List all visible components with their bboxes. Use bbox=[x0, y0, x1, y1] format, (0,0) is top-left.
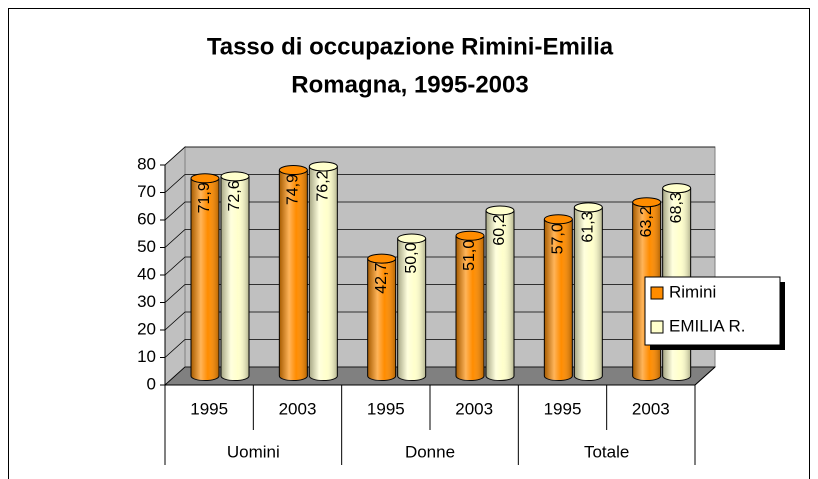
x-tick-label: 1995 bbox=[544, 399, 582, 418]
bar-top bbox=[190, 173, 220, 184]
bar-top bbox=[367, 253, 397, 264]
grid-line bbox=[164, 174, 715, 193]
bar-shading bbox=[279, 170, 308, 381]
x-tick-label: 2003 bbox=[455, 399, 493, 418]
x-tick-label: 1995 bbox=[190, 399, 228, 418]
x-tick-label: 1995 bbox=[367, 399, 405, 418]
value-label: 68,3 bbox=[668, 192, 685, 223]
value-label: 72,6 bbox=[226, 180, 243, 211]
bar-top bbox=[543, 214, 573, 225]
x-tick-label: 2003 bbox=[632, 399, 670, 418]
bar-top bbox=[632, 197, 662, 208]
bar-shading bbox=[367, 258, 396, 381]
bar-shading bbox=[456, 235, 484, 381]
bar-shading bbox=[309, 166, 338, 381]
y-tick-label: 50 bbox=[137, 237, 156, 256]
x-axis-depth bbox=[694, 366, 716, 386]
value-label: 51,0 bbox=[461, 240, 478, 271]
legend bbox=[644, 276, 781, 346]
value-label: 50,0 bbox=[403, 242, 420, 273]
legend-swatch bbox=[650, 320, 664, 334]
legend-swatch bbox=[650, 286, 664, 300]
group-label: Uomini bbox=[227, 442, 280, 461]
y-tick-label: 0 bbox=[147, 374, 156, 393]
bar-top bbox=[573, 202, 603, 213]
grid-line bbox=[164, 339, 715, 358]
y-tick-label: 70 bbox=[137, 182, 156, 201]
value-label: 42,7 bbox=[373, 262, 390, 293]
grid-line bbox=[164, 311, 715, 331]
bar-shading bbox=[486, 210, 514, 381]
group-label: Totale bbox=[584, 442, 629, 461]
bar-top bbox=[278, 165, 308, 176]
y-tick-label: 60 bbox=[137, 209, 156, 228]
bar-top bbox=[397, 233, 427, 244]
value-label: 60,2 bbox=[491, 214, 508, 245]
grid-line bbox=[164, 201, 715, 221]
y-tick-label: 10 bbox=[137, 347, 156, 366]
legend-label: Rimini bbox=[669, 282, 716, 301]
bar-top bbox=[662, 183, 692, 194]
chart-title: Romagna, 1995-2003 bbox=[291, 71, 528, 98]
y-tick-label: 80 bbox=[137, 154, 156, 173]
bar-shading bbox=[544, 219, 573, 381]
group-label: Donne bbox=[405, 442, 455, 461]
bar-shading bbox=[221, 176, 250, 381]
y-tick-label: 30 bbox=[137, 292, 156, 311]
value-label: 76,2 bbox=[315, 170, 332, 201]
value-label: 61,3 bbox=[580, 211, 597, 242]
grid-line bbox=[164, 366, 715, 386]
bar-top bbox=[308, 161, 338, 172]
bar-top bbox=[220, 171, 250, 182]
y-tick-label: 40 bbox=[137, 264, 156, 283]
value-label: 57,0 bbox=[550, 223, 567, 254]
legend-label: EMILIA R. bbox=[669, 316, 746, 335]
grid-line bbox=[164, 284, 715, 303]
grid-line bbox=[164, 229, 715, 248]
bar-top bbox=[485, 205, 515, 216]
chart-title: Tasso di occupazione Rimini-Emilia bbox=[207, 33, 614, 60]
value-label: 63,2 bbox=[638, 206, 655, 237]
bar-shading bbox=[574, 207, 603, 381]
grid-line bbox=[164, 256, 715, 276]
bar-top bbox=[455, 230, 485, 241]
bar-shading bbox=[191, 178, 219, 381]
grid-line bbox=[164, 146, 715, 166]
y-tick-label: 20 bbox=[137, 319, 156, 338]
x-tick-label: 2003 bbox=[279, 399, 317, 418]
bar-shading bbox=[397, 238, 426, 381]
value-label: 74,9 bbox=[285, 174, 302, 205]
value-label: 71,9 bbox=[196, 182, 213, 213]
